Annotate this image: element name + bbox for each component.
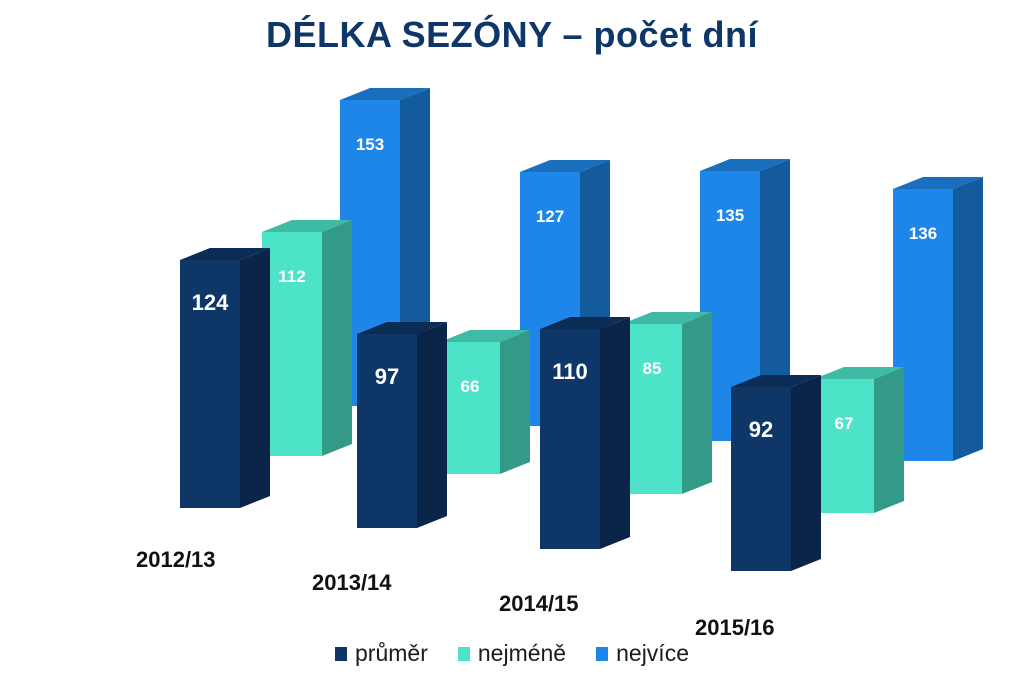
bar-side bbox=[791, 375, 821, 571]
data-label: 92 bbox=[749, 417, 773, 442]
bar-side bbox=[417, 322, 447, 528]
legend-label-prumer: průměr bbox=[355, 640, 428, 666]
bar-side bbox=[240, 248, 270, 508]
legend-swatch-prumer bbox=[335, 646, 348, 661]
bar-side bbox=[600, 317, 630, 549]
bar-front bbox=[622, 324, 682, 494]
legend: průměr nejméně nejvíce bbox=[0, 640, 1024, 667]
bar-side bbox=[760, 159, 790, 441]
legend-label-nejmene: nejméně bbox=[477, 640, 567, 666]
bar-top bbox=[814, 367, 904, 379]
data-label: 112 bbox=[278, 267, 305, 286]
data-label: 110 bbox=[552, 359, 588, 384]
bar-side bbox=[500, 330, 530, 474]
category-label: 2015/16 bbox=[695, 615, 775, 640]
bar-front bbox=[540, 329, 600, 549]
bar-průměr-2012-13: 124 bbox=[180, 248, 270, 508]
bar-nejméně-2015-16: 67 bbox=[814, 367, 904, 513]
bar-průměr-2015-16: 92 bbox=[731, 375, 821, 571]
bar-front bbox=[893, 189, 953, 461]
bar-top bbox=[540, 317, 630, 329]
legend-swatch-nejmene bbox=[457, 646, 470, 661]
data-label: 124 bbox=[192, 290, 229, 315]
legend-item-prumer: průměr bbox=[335, 640, 428, 667]
bar-front bbox=[262, 232, 322, 456]
legend-item-nejvice: nejvíce bbox=[596, 640, 689, 667]
bar-top bbox=[622, 312, 712, 324]
category-label: 2013/14 bbox=[312, 570, 392, 595]
data-label: 97 bbox=[375, 364, 399, 389]
bar-side bbox=[322, 220, 352, 456]
bar-chart: 153 127 135 136 112 66 85 67 124 97 110 92 2012/13 20… bbox=[136, 88, 983, 640]
bar-front bbox=[814, 379, 874, 513]
data-label: 67 bbox=[835, 414, 854, 433]
bar-nejvíce-2015-16: 136 bbox=[893, 177, 983, 461]
bar-top bbox=[440, 330, 530, 342]
category-label: 2014/15 bbox=[499, 591, 579, 616]
bar-nejvíce-2014-15: 135 bbox=[700, 159, 790, 441]
data-label: 153 bbox=[356, 135, 384, 154]
chart-title: DÉLKA SEZÓNY – počet dní bbox=[265, 14, 759, 55]
bar-side bbox=[953, 177, 983, 461]
bar-front bbox=[700, 171, 760, 441]
bar-side bbox=[682, 312, 712, 494]
legend-swatch-nejvice bbox=[596, 646, 609, 661]
bar-top bbox=[262, 220, 352, 232]
data-label: 66 bbox=[461, 377, 480, 396]
bar-nejméně-2012-13: 112 bbox=[262, 220, 352, 456]
bar-front bbox=[180, 260, 240, 508]
bar-top bbox=[180, 248, 270, 260]
bar-průměr-2014-15: 110 bbox=[540, 317, 630, 549]
bar-průměr-2013-14: 97 bbox=[357, 322, 447, 528]
bar-top bbox=[700, 159, 790, 171]
data-label: 85 bbox=[643, 359, 662, 378]
bar-front bbox=[440, 342, 500, 474]
bar-top bbox=[520, 160, 610, 172]
bar-nejméně-2013-14: 66 bbox=[440, 330, 530, 474]
data-label: 135 bbox=[716, 206, 744, 225]
legend-item-nejmene: nejméně bbox=[457, 640, 567, 667]
bar-side bbox=[874, 367, 904, 513]
bar-top bbox=[893, 177, 983, 189]
bar-front bbox=[731, 387, 791, 571]
category-label: 2012/13 bbox=[136, 547, 216, 572]
data-label: 136 bbox=[909, 224, 937, 243]
bar-top bbox=[340, 88, 430, 100]
bar-top bbox=[731, 375, 821, 387]
bar-front bbox=[357, 334, 417, 528]
legend-label-nejvice: nejvíce bbox=[616, 640, 689, 666]
bar-nejméně-2014-15: 85 bbox=[622, 312, 712, 494]
data-label: 127 bbox=[536, 207, 564, 226]
bar-top bbox=[357, 322, 447, 334]
